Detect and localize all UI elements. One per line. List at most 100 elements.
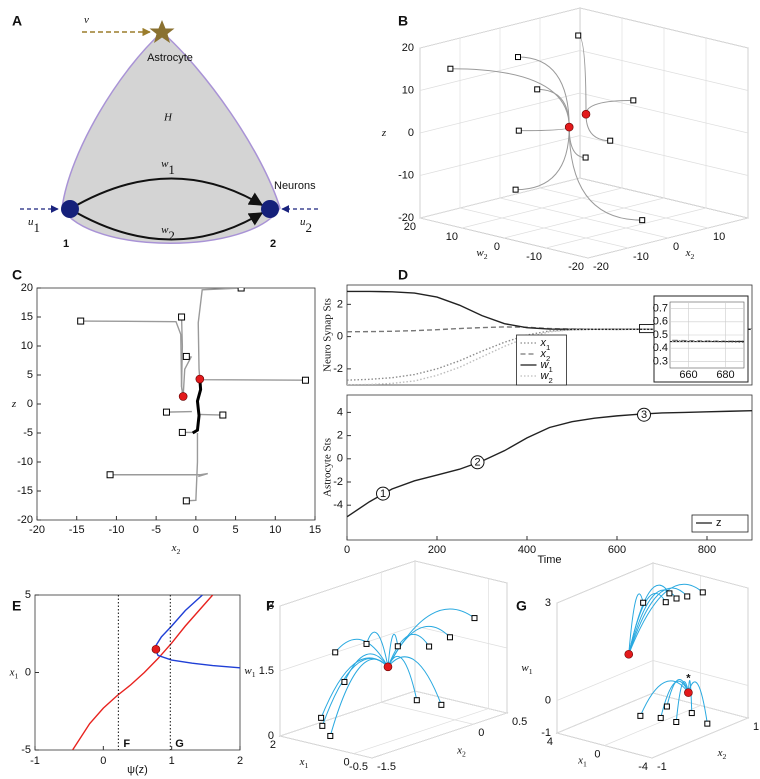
x-tick-label: -20 xyxy=(593,261,609,273)
trajectory xyxy=(387,655,418,701)
point-marker xyxy=(178,428,186,436)
label-symbol: x xyxy=(540,337,547,349)
point-marker xyxy=(182,352,190,360)
point-marker xyxy=(662,599,669,606)
trajectory xyxy=(450,68,570,128)
point-marker xyxy=(684,593,691,600)
series-line xyxy=(186,433,199,502)
z-tick-label: -20 xyxy=(398,212,414,224)
label-sub: 1 xyxy=(15,672,19,681)
x-tick-label: -5 xyxy=(151,524,161,536)
trajectory xyxy=(387,633,399,667)
point-marker xyxy=(630,97,637,104)
point-marker xyxy=(438,701,445,708)
edge-label: w1 xyxy=(161,158,175,178)
legend-box xyxy=(691,514,749,533)
point-marker xyxy=(663,703,670,710)
point-marker xyxy=(688,710,695,717)
input-u1-label: u1 xyxy=(28,216,40,236)
inset-x-tick-label: 680 xyxy=(716,369,734,381)
x-tick-label: -10 xyxy=(633,251,649,263)
y-tick-label: 0 xyxy=(494,241,500,253)
series-line xyxy=(191,378,203,435)
label-sub: 2 xyxy=(546,354,550,363)
chart: -20 -15 -10 -5 0 5 10 15 20 -20 -15 -10 -5 0 5 10 15 x2 z xyxy=(11,282,321,556)
inset-y-tick-label: 0.6 xyxy=(653,316,668,328)
x-tick-label: 15 xyxy=(309,524,321,536)
y-tick-label: -20 xyxy=(17,514,33,526)
y-tick-label: 0 xyxy=(337,453,343,465)
grid-line xyxy=(503,197,665,239)
legend-label: w2 xyxy=(541,370,553,385)
point-marker xyxy=(684,688,693,697)
y-tick-label: 2 xyxy=(337,430,343,442)
x-tick-label: 2 xyxy=(237,755,243,767)
label-symbol: z xyxy=(11,398,17,410)
label-symbol: x xyxy=(717,747,723,759)
label-sub: 1 xyxy=(168,162,175,177)
region-label: H xyxy=(163,112,173,124)
y-axis-label: x1 xyxy=(577,754,587,769)
y-tick-label: 10 xyxy=(446,231,458,243)
x-tick-label: -15 xyxy=(69,524,85,536)
panel-label: D xyxy=(398,267,408,283)
z-tick-label: 0 xyxy=(268,730,274,742)
grid-line xyxy=(353,708,489,754)
input-v-label: v xyxy=(84,14,89,26)
x-axis-label: Time xyxy=(537,554,561,566)
astrocyte-star xyxy=(149,20,175,43)
label-symbol: w xyxy=(244,665,252,677)
y-tick-label: 5 xyxy=(25,589,31,601)
edge-label: w2 xyxy=(161,224,175,244)
y-tick-label: -20 xyxy=(568,261,584,273)
y-tick-label: 0 xyxy=(337,331,343,343)
y-axis-label: x1 xyxy=(9,666,19,681)
point-marker xyxy=(363,640,370,647)
grid-line xyxy=(279,560,416,607)
y-axis-label: w2 xyxy=(476,247,487,262)
point-marker xyxy=(318,714,325,721)
label-symbol: x xyxy=(540,348,547,360)
label-symbol: w xyxy=(476,247,484,259)
point-marker xyxy=(178,392,188,401)
series-line xyxy=(71,595,214,750)
y-tick-label: -10 xyxy=(526,251,542,263)
trajectory xyxy=(517,56,570,128)
series-line xyxy=(166,410,192,413)
label-sub: 2 xyxy=(548,376,552,385)
label-symbol: w xyxy=(521,662,529,674)
x-tick-label: -1 xyxy=(657,761,667,773)
reference-line-label: G xyxy=(175,738,184,750)
z-axis-label: w1 xyxy=(521,662,532,677)
z-tick-label: 0 xyxy=(408,127,414,139)
x-axis-label: ψ(z) xyxy=(127,764,148,776)
point-marker xyxy=(178,313,186,321)
y-axis-label: x1 xyxy=(299,756,309,771)
inset-frame xyxy=(653,295,749,383)
label-sub: 1 xyxy=(34,220,41,235)
trajectory xyxy=(334,638,389,668)
point-marker xyxy=(657,714,664,721)
point-marker xyxy=(637,712,644,719)
x-tick-label: 10 xyxy=(713,231,725,243)
grid-line xyxy=(279,735,373,759)
neurons-label: Neurons xyxy=(274,180,316,192)
neuron-node xyxy=(61,200,79,218)
point-marker xyxy=(515,54,521,61)
point-marker xyxy=(106,471,114,479)
point-marker xyxy=(575,32,582,39)
trajectory xyxy=(343,653,389,683)
point-marker xyxy=(564,122,574,132)
label-sub: 1 xyxy=(305,761,309,770)
point-marker xyxy=(219,411,227,419)
y-tick-label: -4 xyxy=(333,499,343,511)
series-line xyxy=(347,328,752,381)
y-tick-label: 5 xyxy=(27,369,33,381)
point-marker xyxy=(582,154,589,161)
annotation-marker xyxy=(637,407,651,422)
label-symbol: u xyxy=(300,216,306,228)
z-tick-label: -10 xyxy=(398,169,414,181)
label-sub: 1 xyxy=(548,365,552,374)
point-marker xyxy=(151,644,161,654)
